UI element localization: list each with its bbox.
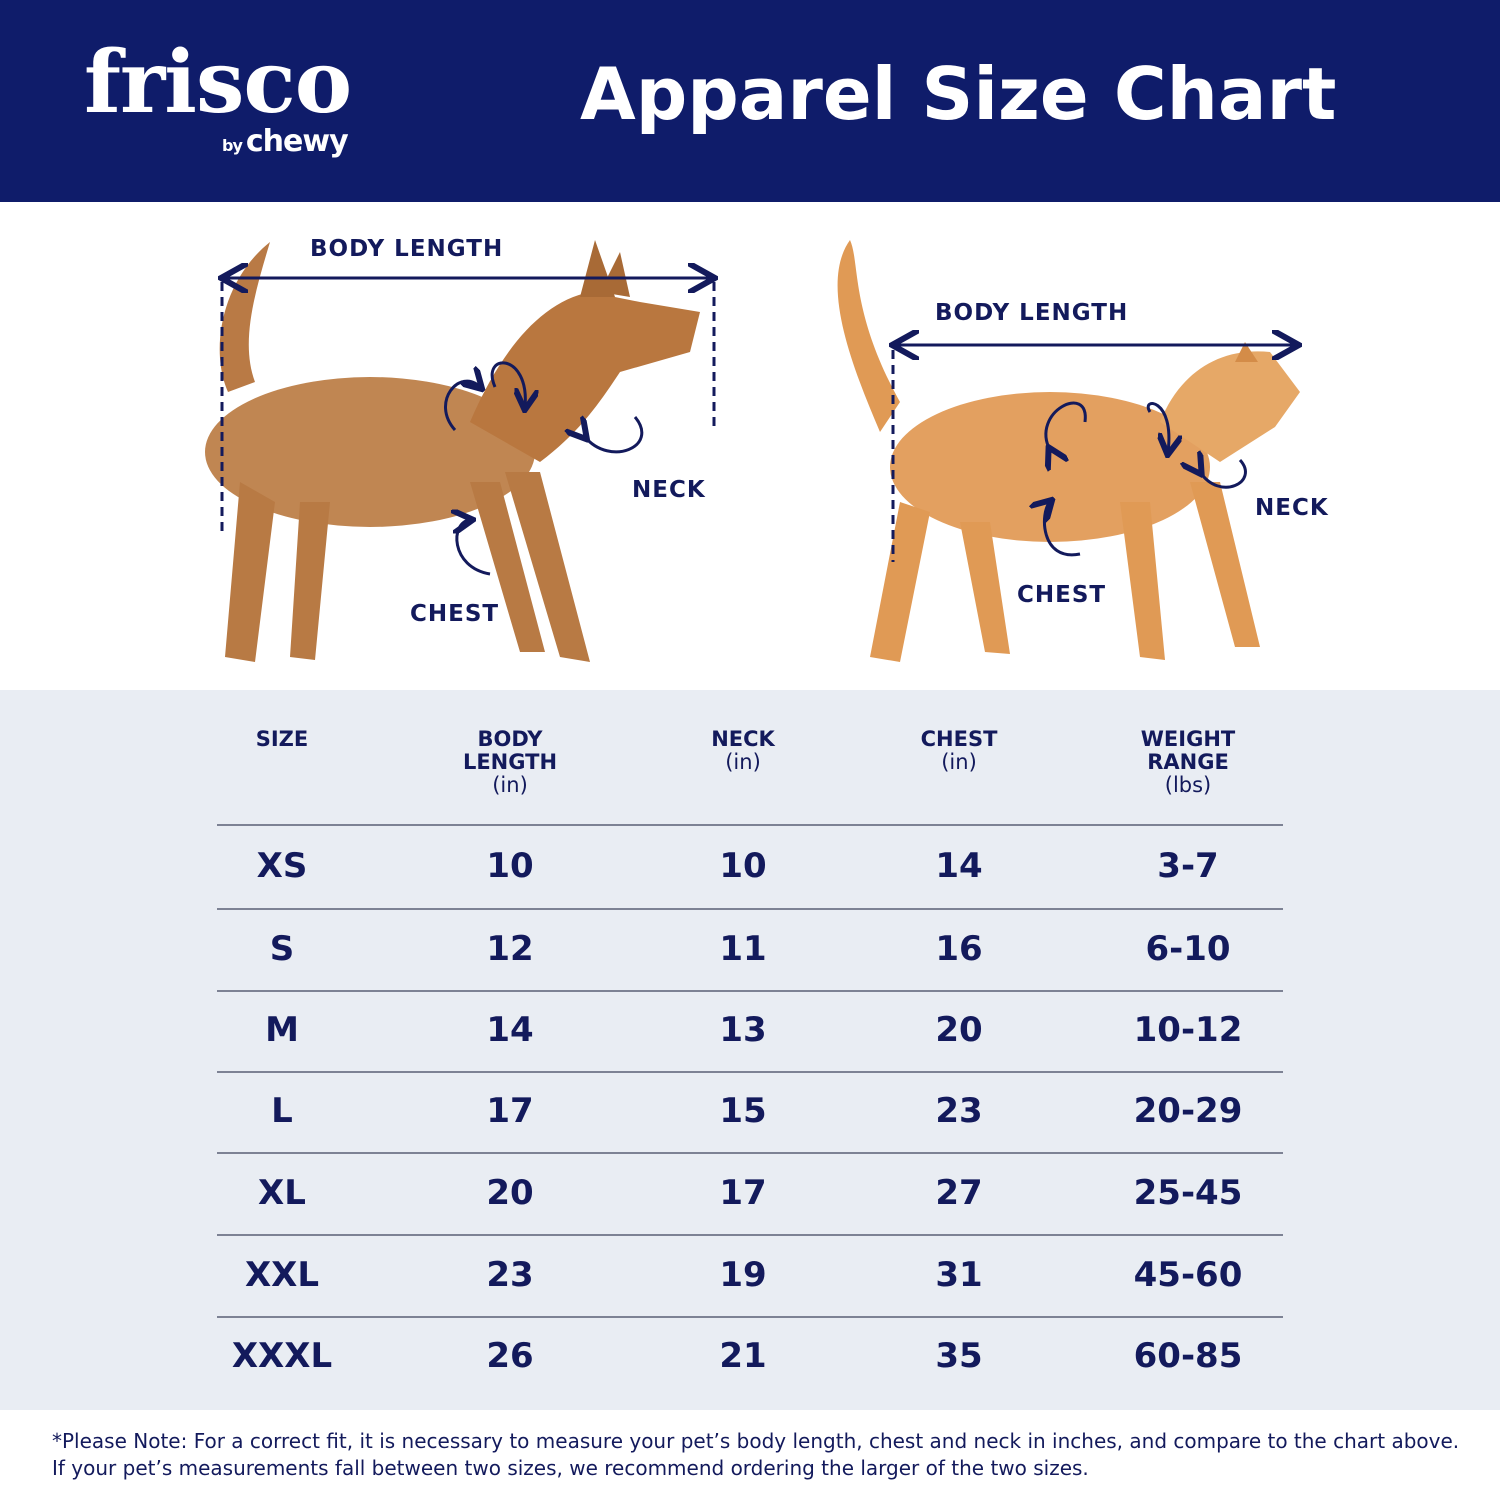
row-divider bbox=[217, 824, 1283, 826]
cell-neck: 19 bbox=[719, 1255, 767, 1295]
cell-neck: 10 bbox=[719, 846, 767, 886]
cat-neck-arrow-icon bbox=[1200, 460, 1247, 489]
cell-chest: 14 bbox=[935, 846, 983, 886]
cell-chest: 16 bbox=[935, 929, 983, 969]
cat-rotate-arrow-icon bbox=[1044, 401, 1087, 450]
logo-chewy: chewy bbox=[245, 124, 349, 159]
cell-weight-range: 45-60 bbox=[1133, 1255, 1243, 1295]
cell-neck: 15 bbox=[719, 1091, 767, 1131]
row-divider bbox=[217, 1071, 1283, 1073]
cat-neck-label: NECK bbox=[1255, 495, 1329, 521]
cell-neck: 17 bbox=[719, 1173, 767, 1213]
header-unit: (in) bbox=[941, 750, 977, 774]
cell-size: L bbox=[271, 1091, 293, 1131]
header-banner: frisco by chewy Apparel Size Chart bbox=[0, 0, 1500, 202]
row-divider bbox=[217, 990, 1283, 992]
row-divider bbox=[217, 908, 1283, 910]
cell-size: XL bbox=[258, 1173, 306, 1213]
cell-neck: 13 bbox=[719, 1010, 767, 1050]
header-title: NECK bbox=[711, 727, 775, 751]
header-size: SIZE bbox=[172, 728, 392, 751]
cell-chest: 31 bbox=[935, 1255, 983, 1295]
header-title: WEIGHT RANGE bbox=[1140, 727, 1236, 774]
header-unit: (in) bbox=[492, 773, 528, 797]
header-unit: (in) bbox=[725, 750, 761, 774]
header-title: SIZE bbox=[255, 727, 309, 751]
header-chest: CHEST (in) bbox=[849, 728, 1069, 774]
row-divider bbox=[217, 1152, 1283, 1154]
header-title: BODY LENGTH bbox=[462, 727, 558, 774]
cell-chest: 27 bbox=[935, 1173, 983, 1213]
header-weight-range: WEIGHT RANGE (lbs) bbox=[1078, 728, 1298, 797]
pets-drawing bbox=[205, 240, 1500, 662]
cell-body-length: 17 bbox=[486, 1091, 534, 1131]
cell-neck: 21 bbox=[719, 1336, 767, 1376]
cell-body-length: 26 bbox=[486, 1336, 534, 1376]
cell-body-length: 12 bbox=[486, 929, 534, 969]
cell-size: XXXL bbox=[231, 1336, 333, 1376]
cell-neck: 11 bbox=[719, 929, 767, 969]
cell-weight-range: 6-10 bbox=[1145, 929, 1231, 969]
size-table: SIZE BODY LENGTH (in) NECK (in) CHEST (in) WEIG… bbox=[0, 690, 1500, 1410]
dog-rotate-arrow-icon bbox=[444, 381, 480, 431]
row-divider bbox=[217, 1316, 1283, 1318]
cell-weight-range: 20-29 bbox=[1133, 1091, 1243, 1131]
dog-rotate-arrow-icon bbox=[490, 361, 525, 407]
cell-chest: 23 bbox=[935, 1091, 983, 1131]
cell-body-length: 20 bbox=[486, 1173, 534, 1213]
by-chewy-logo: by chewy bbox=[222, 124, 349, 159]
header-neck: NECK (in) bbox=[633, 728, 853, 774]
cell-weight-range: 60-85 bbox=[1133, 1336, 1243, 1376]
cell-chest: 20 bbox=[935, 1010, 983, 1050]
dog-chest-label: CHEST bbox=[410, 601, 500, 627]
cell-size: XS bbox=[256, 846, 308, 886]
dog-neck-label: NECK bbox=[632, 477, 706, 503]
row-divider bbox=[217, 1234, 1283, 1236]
cell-body-length: 23 bbox=[486, 1255, 534, 1295]
cat-chest-label: CHEST bbox=[1017, 582, 1107, 608]
cat-rotate-arrow-icon bbox=[1146, 402, 1169, 452]
cell-body-length: 10 bbox=[486, 846, 534, 886]
footer-note: *Please Note: For a correct fit, it is n… bbox=[52, 1429, 1460, 1480]
cell-weight-range: 10-12 bbox=[1133, 1010, 1243, 1050]
cell-chest: 35 bbox=[935, 1336, 983, 1376]
cat-chest-arrow-icon bbox=[1044, 502, 1081, 557]
cell-size: M bbox=[265, 1010, 299, 1050]
dog-body-length-label: BODY LENGTH bbox=[310, 236, 504, 262]
cell-size: S bbox=[269, 929, 295, 969]
cell-weight-range: 3-7 bbox=[1157, 846, 1219, 886]
frisco-logo: frisco bbox=[84, 32, 352, 133]
page-title: Apparel Size Chart bbox=[580, 52, 1337, 136]
cat-body-length-label: BODY LENGTH bbox=[935, 300, 1129, 326]
cell-size: XXL bbox=[244, 1255, 320, 1295]
dog-chest-arrow-icon bbox=[457, 520, 491, 576]
dog-neck-arrow-icon bbox=[585, 417, 644, 454]
header-title: CHEST bbox=[920, 727, 998, 751]
header-unit: (lbs) bbox=[1164, 773, 1212, 797]
cell-body-length: 14 bbox=[486, 1010, 534, 1050]
logo-by: by bbox=[222, 136, 243, 155]
header-body-length: BODY LENGTH (in) bbox=[400, 728, 620, 797]
cell-weight-range: 25-45 bbox=[1133, 1173, 1243, 1213]
measurement-illustration: BODY LENGTH NECK CHEST BODY LENGTH NECK … bbox=[0, 202, 1500, 690]
